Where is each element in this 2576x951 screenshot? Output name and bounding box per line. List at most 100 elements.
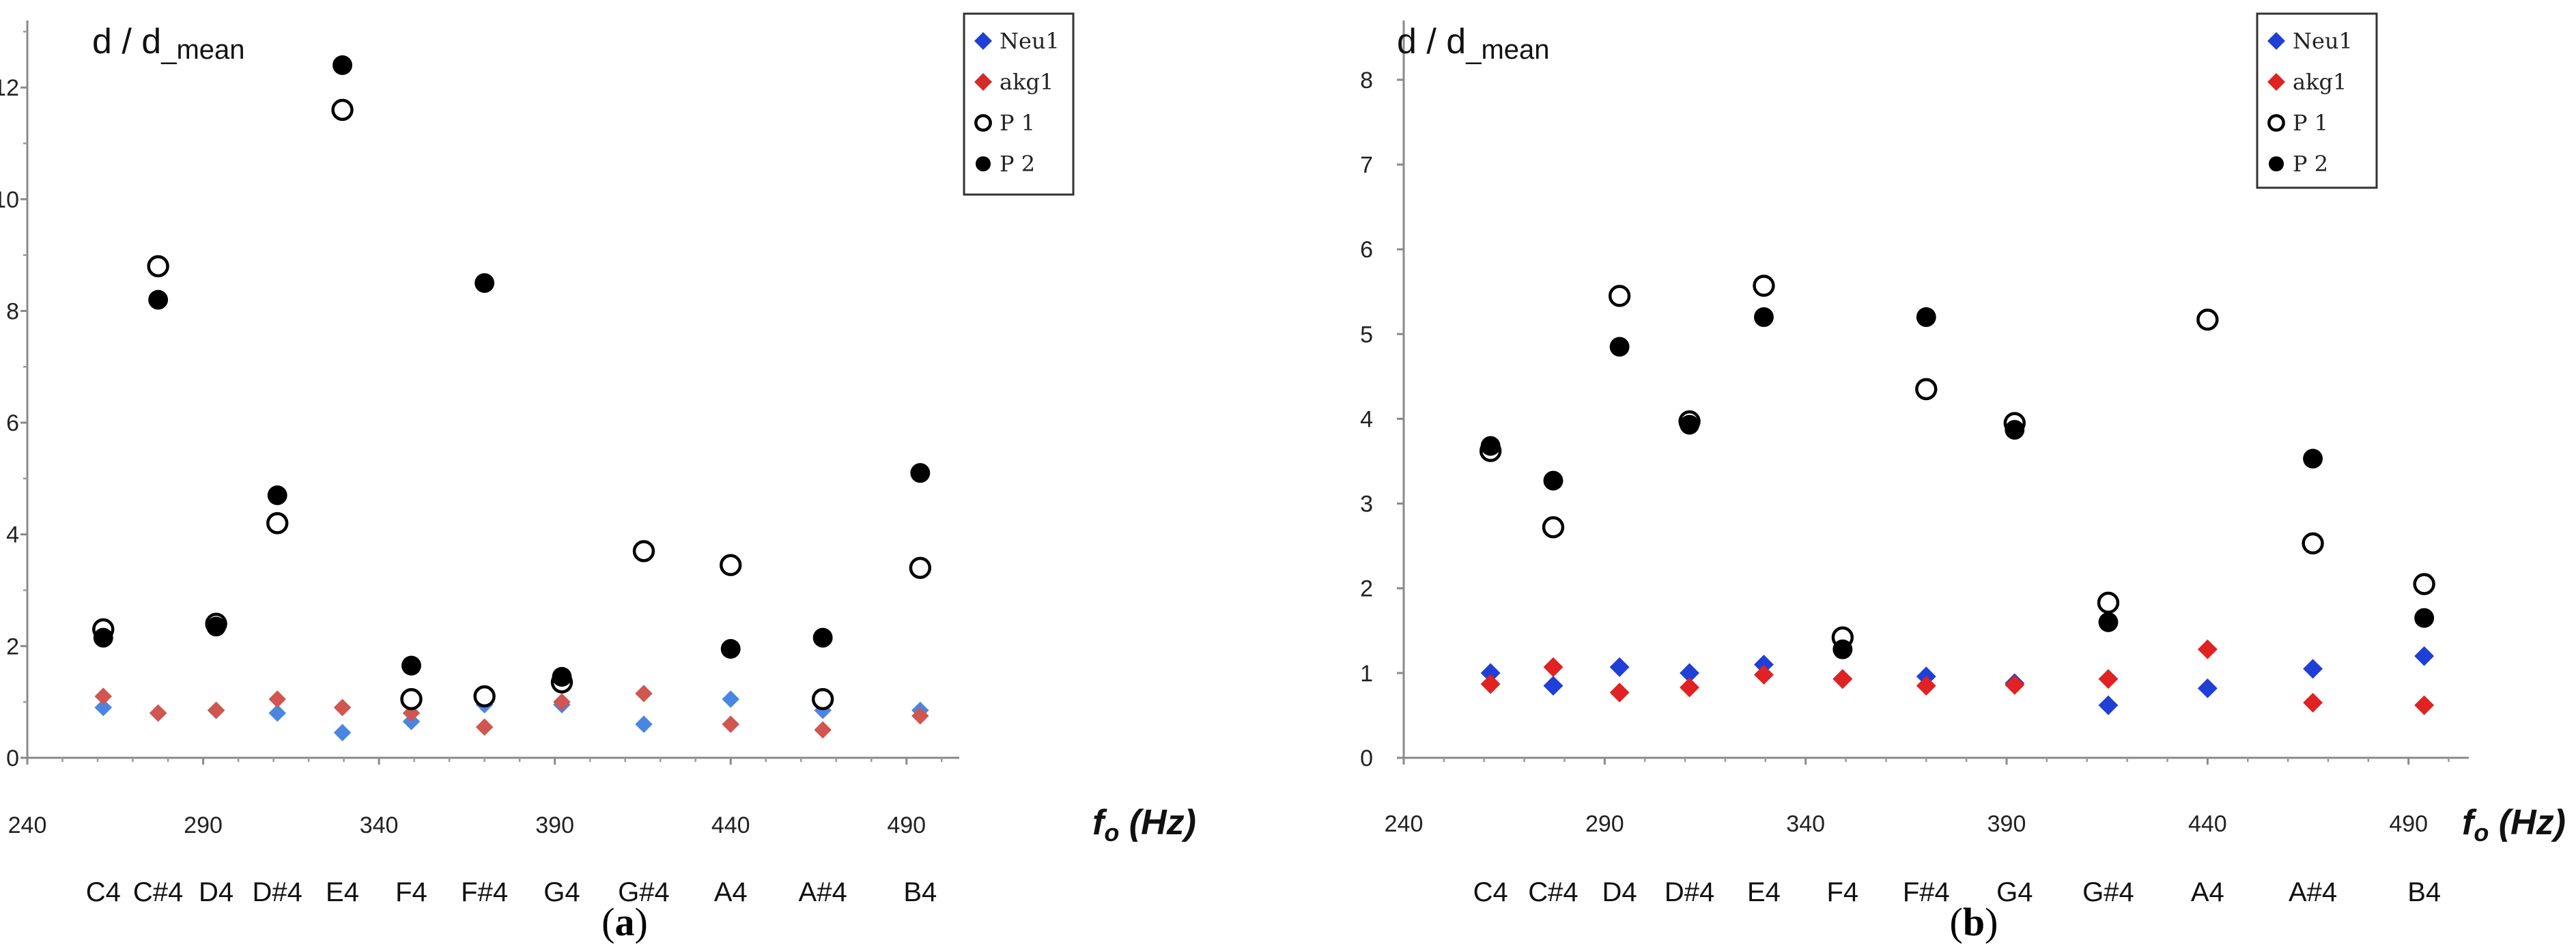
data-point <box>719 554 742 576</box>
data-point <box>1753 274 1775 297</box>
data-point <box>473 685 496 708</box>
y-axis-title: d / d_mean <box>92 22 245 65</box>
data-point <box>1543 657 1563 677</box>
caption-close: ) <box>1985 900 1998 944</box>
data-point <box>720 639 741 659</box>
data-point <box>1915 378 1938 401</box>
data-point <box>147 255 169 278</box>
series-p1 <box>1479 274 2435 649</box>
x-axis-unit-symbol: f <box>1092 803 1107 842</box>
data-point <box>1543 676 1563 696</box>
data-point <box>1680 677 1700 698</box>
note-label: D#4 <box>253 877 302 907</box>
series-akg1 <box>94 685 929 739</box>
x-tick-label: 390 <box>1987 811 2026 837</box>
x-tick-label: 440 <box>2188 811 2227 837</box>
data-point <box>553 693 571 711</box>
data-point <box>812 627 833 648</box>
note-label: A#4 <box>799 877 847 907</box>
data-point <box>332 55 352 75</box>
series-neu1 <box>94 690 929 741</box>
y-tick-label: 2 <box>1360 576 1373 602</box>
y-tick-label: 6 <box>6 410 19 436</box>
data-point <box>1916 307 1936 327</box>
x-tick-label: 390 <box>535 812 574 838</box>
caption-close: ) <box>635 900 648 944</box>
x-tick-label: 340 <box>1786 811 1825 837</box>
data-point <box>94 687 113 705</box>
data-point <box>331 98 354 122</box>
data-point <box>1754 654 1774 675</box>
y-tick-label: 1 <box>1360 661 1373 687</box>
y-tick-label: 8 <box>1360 68 1373 94</box>
data-point <box>909 556 932 580</box>
series-p2 <box>93 55 931 687</box>
note-label: E4 <box>1747 877 1781 907</box>
data-point <box>266 512 289 535</box>
note-label: G#4 <box>2082 877 2134 907</box>
data-point <box>148 289 169 310</box>
legend-marker <box>974 73 992 91</box>
y-axis-title: d / d_mean <box>1397 22 1550 65</box>
panel-caption: (b) <box>1950 900 1998 944</box>
y-tick-label: 8 <box>6 298 19 324</box>
y-axis-title-main: d / d <box>92 22 161 61</box>
data-point <box>2414 695 2435 715</box>
axes: 0 1 2 3 4 5 6 7 8 240 290 340 390 440 490 <box>1360 20 2469 837</box>
data-point <box>93 627 113 648</box>
data-point <box>1832 639 1853 659</box>
caption-letter: a <box>615 900 635 944</box>
data-point <box>2302 532 2324 555</box>
chart-panel-b: 0 1 2 3 4 5 6 7 8 240 290 340 390 440 490 C4 C#4 D4 D#4 E4 F… <box>1288 0 2576 951</box>
x-axis-unit: fo (Hz) <box>1092 803 1196 847</box>
legend-label: P 1 <box>2293 110 2328 136</box>
legend-marker <box>974 114 992 132</box>
data-point <box>2097 591 2120 614</box>
note-label: F4 <box>395 877 427 907</box>
data-point <box>632 540 655 563</box>
note-label: B4 <box>2407 877 2441 907</box>
legend-marker <box>2267 73 2285 91</box>
data-point <box>722 715 739 733</box>
legend-label: Neu1 <box>1000 28 1060 54</box>
data-point <box>207 701 225 720</box>
caption-open: ( <box>601 900 614 944</box>
legend-marker <box>974 32 992 50</box>
data-point <box>1609 657 1630 677</box>
note-label: C#4 <box>133 877 183 907</box>
x-axis-unit-hz: (Hz) <box>2489 803 2566 842</box>
legend: Neu1 akg1 P 1 P 2 <box>963 12 1075 196</box>
data-point <box>333 724 352 741</box>
y-axis-title-sub: mean <box>176 35 244 65</box>
data-point <box>1680 663 1700 683</box>
y-tick-label: 3 <box>1360 492 1373 517</box>
y-tick-label: 4 <box>1360 406 1373 432</box>
note-label: C#4 <box>1528 877 1578 907</box>
y-tick-label: 7 <box>1360 152 1373 178</box>
data-point <box>1609 337 1630 357</box>
x-axis-unit-hz: (Hz) <box>1119 803 1196 842</box>
data-point <box>475 718 494 736</box>
data-point <box>268 704 286 722</box>
legend-marker <box>975 156 991 172</box>
panel-caption: (a) <box>601 900 648 944</box>
legend-label: P 2 <box>2293 151 2328 177</box>
data-point <box>2303 692 2323 713</box>
legend-label: akg1 <box>1000 69 1053 95</box>
legend-marker <box>2268 156 2284 172</box>
chart-a-svg: 0 2 4 6 8 10 12 240 290 340 390 440 490 C4 C#4 D4 D#4 E4 F… <box>0 12 1196 944</box>
legend-marker <box>2267 114 2285 132</box>
data-point <box>206 616 227 637</box>
series-akg1 <box>1480 639 2435 715</box>
y-tick-label: 10 <box>0 187 19 213</box>
legend-label: Neu1 <box>2293 28 2353 54</box>
data-point <box>1754 307 1774 327</box>
data-point <box>2413 573 2435 595</box>
data-point <box>911 707 929 725</box>
legend: Neu1 akg1 P 1 P 2 <box>2256 12 2378 189</box>
y-tick-label: 6 <box>1360 237 1373 263</box>
data-point <box>811 687 834 711</box>
data-point <box>722 690 739 708</box>
note-label: B4 <box>903 877 937 907</box>
data-point <box>2303 659 2323 679</box>
